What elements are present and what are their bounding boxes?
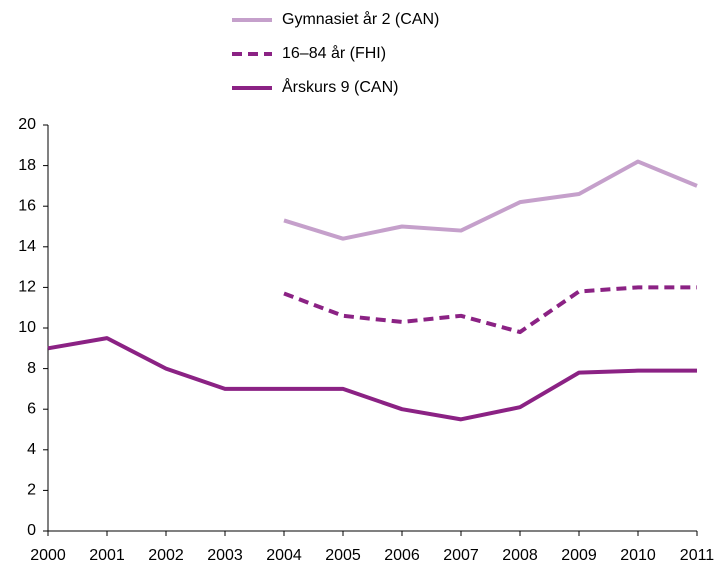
x-tick-label: 2006 <box>384 547 420 564</box>
x-tick-label: 2007 <box>443 547 479 564</box>
y-tick-label: 14 <box>18 238 36 255</box>
series-line <box>283 159 698 241</box>
y-tick-label: 10 <box>18 319 36 336</box>
x-tick-label: 2009 <box>561 547 597 564</box>
x-tick-label: 2010 <box>620 547 656 564</box>
legend-label: Årskurs 9 (CAN) <box>282 77 398 96</box>
x-tick-label: 2005 <box>325 547 361 564</box>
y-tick-label: 8 <box>27 360 36 377</box>
y-tick-label: 12 <box>18 279 36 296</box>
y-tick-label: 2 <box>27 482 36 499</box>
x-tick-label: 2001 <box>89 547 125 564</box>
x-tick-label: 2002 <box>148 547 184 564</box>
x-tick-label: 2000 <box>30 547 66 564</box>
y-tick-label: 0 <box>27 522 36 539</box>
legend-label: 16–84 år (FHI) <box>282 44 386 62</box>
x-tick-label: 2003 <box>207 547 243 564</box>
series-line <box>283 285 697 335</box>
y-tick-label: 18 <box>18 157 36 174</box>
y-tick-label: 4 <box>27 441 36 458</box>
x-tick-label: 2008 <box>502 547 538 564</box>
series-line <box>47 336 697 422</box>
x-tick-label: 2011 <box>680 547 715 564</box>
x-tick-label: 2004 <box>266 547 302 564</box>
y-tick-label: 6 <box>27 400 36 417</box>
y-tick-label: 20 <box>18 116 36 133</box>
y-tick-label: 16 <box>18 197 36 214</box>
legend-label: Gymnasiet år 2 (CAN) <box>282 10 439 28</box>
